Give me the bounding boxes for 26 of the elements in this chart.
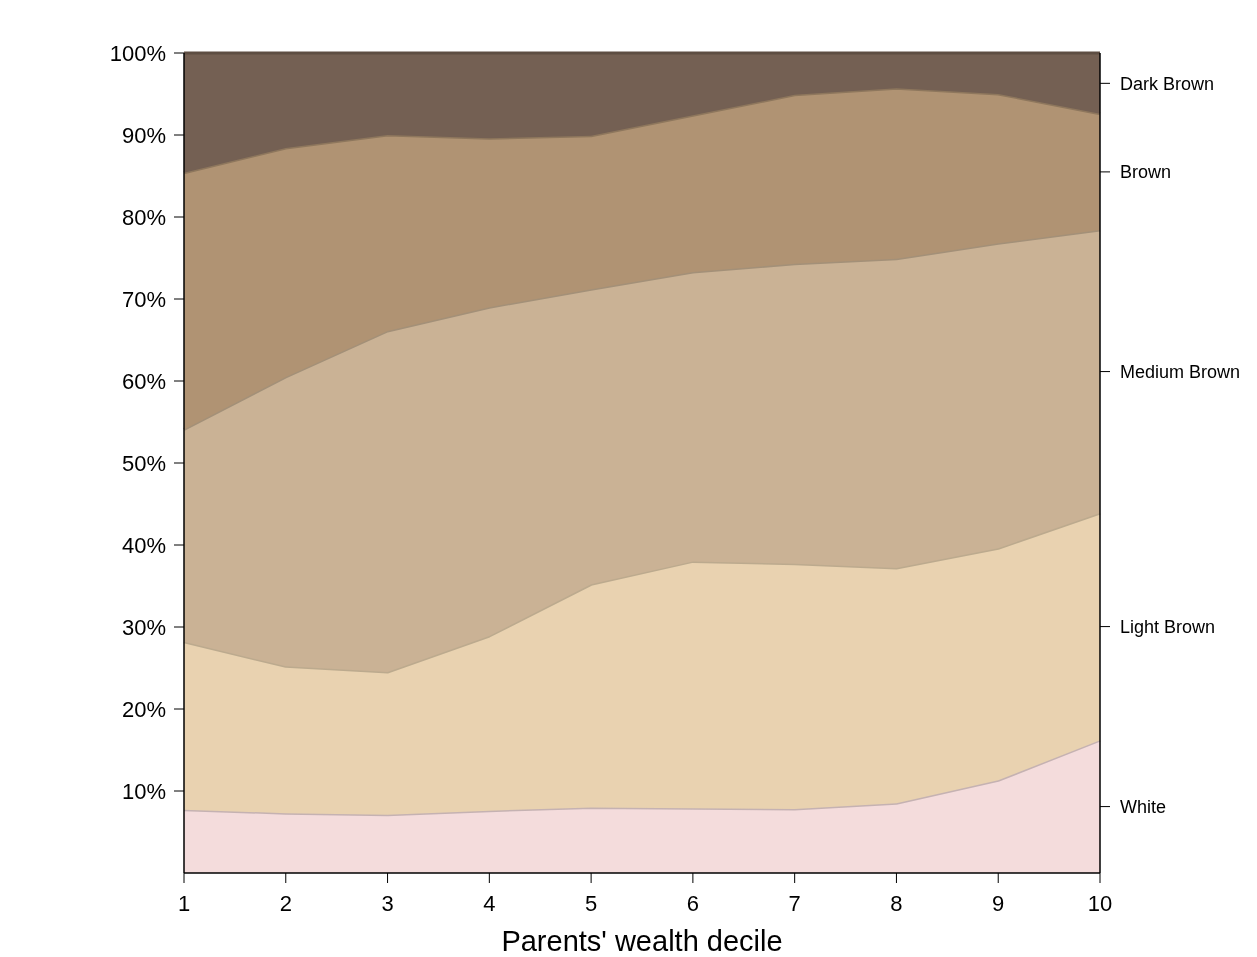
series-label: White bbox=[1120, 796, 1167, 817]
y-tick-label: 60% bbox=[121, 368, 166, 394]
x-tick-label: 6 bbox=[686, 891, 700, 916]
series-label: Brown bbox=[1120, 162, 1172, 183]
series-label: Medium Brown bbox=[1120, 361, 1241, 382]
y-tick-label: 70% bbox=[121, 286, 166, 312]
x-tick-label: 3 bbox=[381, 891, 394, 916]
series-label: Dark Brown bbox=[1120, 73, 1215, 94]
x-tick-label: 8 bbox=[890, 891, 903, 916]
x-tick-label: 7 bbox=[788, 891, 801, 916]
x-tick-label: 4 bbox=[483, 891, 496, 916]
y-tick-label: 30% bbox=[121, 614, 166, 640]
x-axis-title: Parents' wealth decile bbox=[501, 925, 783, 957]
series-label: Light Brown bbox=[1120, 616, 1216, 637]
y-tick-label: 20% bbox=[121, 696, 166, 722]
y-tick-label: 90% bbox=[121, 122, 166, 148]
y-tick-label: 50% bbox=[121, 450, 166, 476]
x-tick-label: 10 bbox=[1087, 891, 1113, 916]
y-tick-label: 80% bbox=[121, 204, 166, 230]
x-tick-label: 1 bbox=[177, 891, 191, 916]
y-tick-label: 100% bbox=[109, 40, 166, 66]
x-tick-label: 2 bbox=[279, 891, 292, 916]
x-tick-label: 9 bbox=[992, 891, 1005, 916]
x-tick-label: 5 bbox=[584, 891, 598, 916]
y-tick-label: 10% bbox=[121, 778, 166, 804]
y-tick-label: 40% bbox=[121, 532, 166, 558]
